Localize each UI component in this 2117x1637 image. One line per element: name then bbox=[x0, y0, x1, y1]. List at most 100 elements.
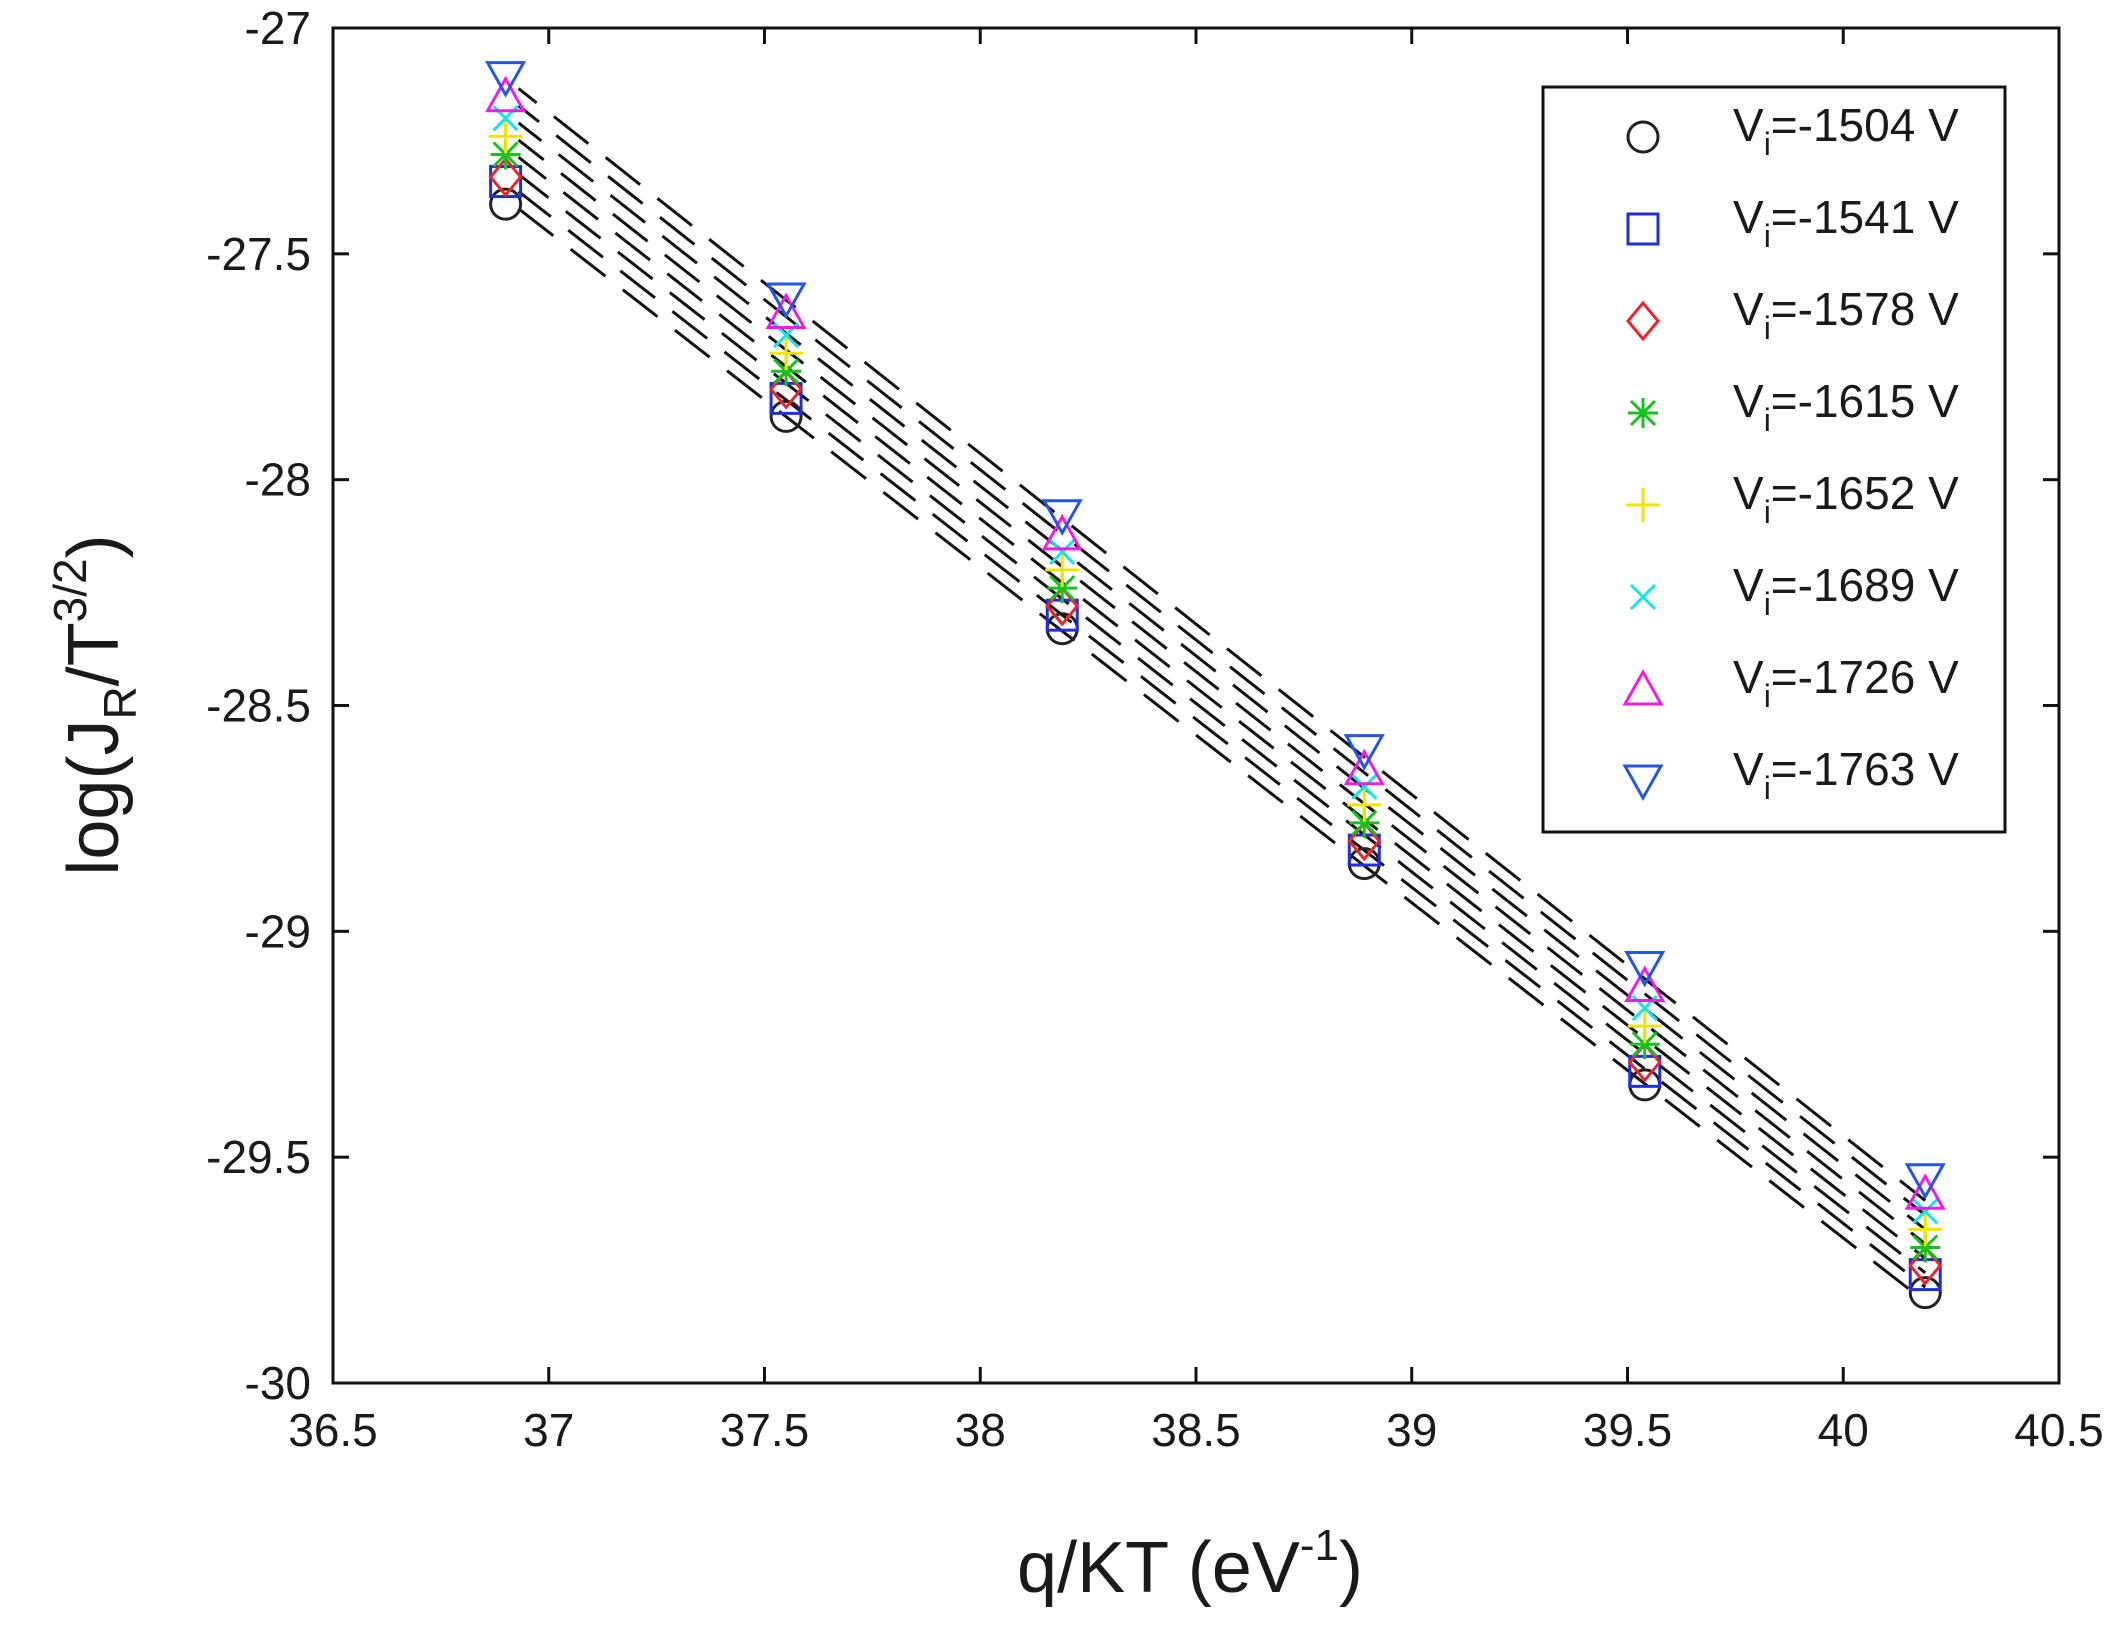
legend-item-7: Vi=-1726 V bbox=[1622, 651, 1959, 714]
legend-label-8: Vi=-1763 V bbox=[1733, 743, 1959, 806]
legend-item-5: Vi=-1652 V bbox=[1626, 467, 1959, 530]
legend-label-value-1: =-1504 V bbox=[1771, 99, 1959, 151]
legend-item-8: Vi=-1763 V bbox=[1622, 743, 1959, 806]
x-tick-label-9: 40.5 bbox=[2014, 1404, 2104, 1456]
fit-line-1 bbox=[517, 207, 1927, 1303]
data-point-s6-p4 bbox=[1351, 773, 1378, 800]
y-tick-label-1: -30 bbox=[245, 1357, 311, 1409]
data-point-s4-p1 bbox=[490, 139, 521, 170]
data-point-s4-p2 bbox=[771, 356, 802, 387]
y-axis-title-close: ) bbox=[54, 534, 134, 558]
axis-ticks: 36.5 37 37.5 38 38.5 39 39.5 40 40.5 -30 -29.5 -29 -… bbox=[206, 2, 2104, 1456]
data-point-s8-p6 bbox=[1904, 1163, 1946, 1200]
series-5 bbox=[488, 119, 1943, 1247]
y-axis-title: log(JR/T3/2) bbox=[44, 534, 146, 875]
data-point-s7-p5 bbox=[1624, 965, 1666, 1003]
legend-label-sub-7: i bbox=[1764, 678, 1771, 714]
legend-box bbox=[1541, 85, 2007, 834]
y-tick-label-4: -28.5 bbox=[206, 680, 311, 732]
legend-label-6: Vi=-1689 V bbox=[1733, 559, 1959, 622]
y-tick-label-7: -27 bbox=[245, 2, 311, 54]
legend-label-v-1: V bbox=[1733, 99, 1764, 151]
y-tick-label-5: -28 bbox=[245, 454, 311, 506]
data-point-s1-p2 bbox=[769, 399, 803, 433]
legend-label-value-4: =-1615 V bbox=[1771, 375, 1959, 427]
legend-label-value-7: =-1726 V bbox=[1771, 651, 1959, 703]
data-point-s5-p5 bbox=[1627, 1009, 1662, 1044]
data-point-s7-p3 bbox=[1041, 513, 1083, 551]
legend-label-value-3: =-1578 V bbox=[1771, 283, 1959, 335]
series-4 bbox=[490, 139, 1941, 1263]
legend-label-4: Vi=-1615 V bbox=[1733, 375, 1959, 438]
data-point-s7-p4 bbox=[1343, 748, 1385, 786]
data-point-s1-p6 bbox=[1908, 1276, 1942, 1310]
data-point-s5-p2 bbox=[769, 336, 804, 371]
data-point-s8-p2 bbox=[765, 282, 807, 320]
legend-label-2: Vi=-1541 V bbox=[1733, 191, 1959, 254]
data-point-s5-p1 bbox=[488, 119, 523, 154]
x-tick-label-6: 39 bbox=[1386, 1404, 1437, 1456]
legend-label-v-6: V bbox=[1733, 559, 1764, 611]
x-axis-title: q/KT (eV-1) bbox=[1017, 1521, 1363, 1608]
data-point-s5-p4 bbox=[1347, 787, 1382, 822]
legend-label-v-4: V bbox=[1733, 375, 1764, 427]
legend-label-v-2: V bbox=[1733, 191, 1764, 243]
data-point-s8-p5 bbox=[1624, 950, 1666, 988]
data-point-s7-p6 bbox=[1904, 1173, 1946, 1210]
data-point-s8-p4 bbox=[1343, 734, 1385, 771]
x-tick-label-2: 37 bbox=[523, 1404, 574, 1456]
legend-label-sub-8: i bbox=[1764, 770, 1771, 806]
legend-item-3: Vi=-1578 V bbox=[1626, 283, 1959, 346]
legend-item-4: Vi=-1615 V bbox=[1628, 375, 1959, 438]
y-tick-label-6: -27.5 bbox=[206, 228, 311, 280]
legend: Vi=-1504 VVi=-1541 VVi=-1578 VVi=-1615 V… bbox=[1622, 99, 1959, 806]
legend-label-value-2: =-1541 V bbox=[1771, 191, 1959, 243]
y-axis-title-sub: R bbox=[94, 686, 146, 719]
data-point-s4-p4 bbox=[1349, 807, 1380, 838]
legend-marker-6 bbox=[1629, 583, 1657, 611]
legend-marker-1 bbox=[1626, 120, 1660, 154]
legend-label-sub-5: i bbox=[1764, 494, 1771, 530]
y-axis-title-main: log(J bbox=[54, 720, 134, 876]
fit-lines bbox=[517, 87, 1927, 1303]
legend-marker-2 bbox=[1626, 212, 1660, 246]
series-8 bbox=[485, 61, 1946, 1200]
data-point-s8-p1 bbox=[485, 61, 527, 98]
data-point-s1-p1 bbox=[489, 187, 523, 221]
legend-label-sub-2: i bbox=[1764, 218, 1771, 254]
fit-line-3 bbox=[517, 173, 1927, 1274]
legend-label-v-7: V bbox=[1733, 651, 1764, 703]
legend-label-sub-1: i bbox=[1764, 126, 1771, 162]
legend-label-sub-4: i bbox=[1764, 402, 1771, 438]
x-tick-label-4: 38 bbox=[955, 1404, 1006, 1456]
data-point-s4-p5 bbox=[1629, 1029, 1660, 1060]
legend-label-v-5: V bbox=[1733, 467, 1764, 519]
legend-label-1: Vi=-1504 V bbox=[1733, 99, 1959, 162]
y-axis-title-sup: 3/2 bbox=[44, 558, 96, 622]
data-point-s6-p3 bbox=[1049, 538, 1076, 565]
legend-label-value-5: =-1652 V bbox=[1771, 467, 1959, 519]
data-point-s5-p6 bbox=[1908, 1212, 1943, 1247]
legend-item-1: Vi=-1504 V bbox=[1626, 99, 1959, 162]
x-axis-title-main: q/KT (eV bbox=[1017, 1528, 1300, 1608]
data-point-s3-p1 bbox=[488, 156, 523, 198]
data-point-s7-p1 bbox=[485, 75, 527, 113]
x-tick-label-1: 36.5 bbox=[288, 1404, 378, 1456]
data-point-s4-p3 bbox=[1047, 573, 1078, 604]
legend-marker-8 bbox=[1622, 764, 1664, 802]
fit-line-2 bbox=[517, 190, 1927, 1289]
legend-marker-3 bbox=[1626, 300, 1660, 342]
x-axis-title-sup: -1 bbox=[1300, 1521, 1339, 1570]
legend-item-6: Vi=-1689 V bbox=[1629, 559, 1959, 622]
legend-marker-4 bbox=[1628, 398, 1658, 428]
x-tick-label-8: 40 bbox=[1818, 1404, 1869, 1456]
legend-label-sub-3: i bbox=[1764, 310, 1771, 346]
legend-marker-5 bbox=[1626, 488, 1660, 522]
data-markers bbox=[485, 61, 1946, 1310]
fit-line-4 bbox=[517, 155, 1927, 1260]
series-7 bbox=[485, 75, 1946, 1210]
legend-label-v-3: V bbox=[1733, 283, 1764, 335]
x-tick-label-5: 38.5 bbox=[1151, 1404, 1241, 1456]
legend-label-7: Vi=-1726 V bbox=[1733, 651, 1959, 714]
